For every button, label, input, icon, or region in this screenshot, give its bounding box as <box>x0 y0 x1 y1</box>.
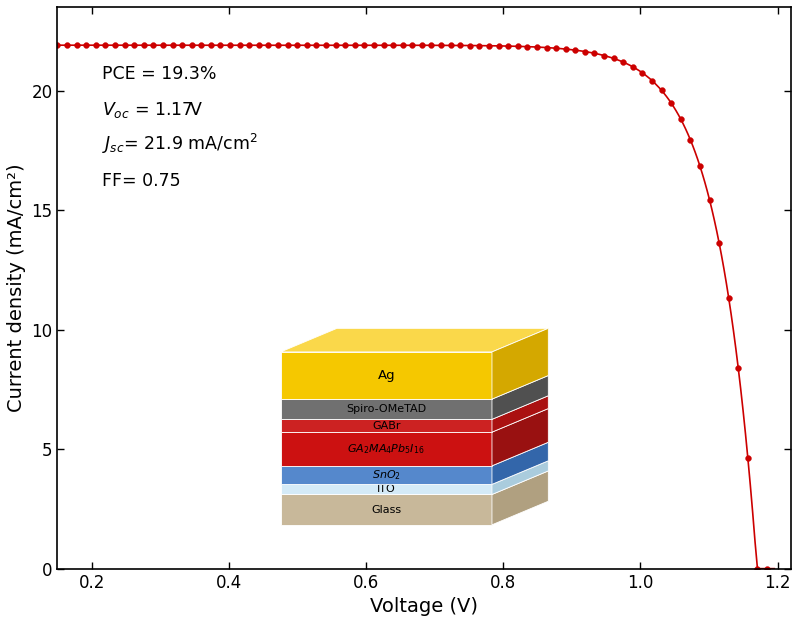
X-axis label: Voltage (V): Voltage (V) <box>370 597 478 616</box>
Text: FF= 0.75: FF= 0.75 <box>102 172 181 190</box>
Text: $J_{sc}$= 21.9 mA/cm$^2$: $J_{sc}$= 21.9 mA/cm$^2$ <box>102 132 258 156</box>
Text: PCE = 19.3%: PCE = 19.3% <box>102 65 217 83</box>
Text: $V_{oc}$ = 1.17V: $V_{oc}$ = 1.17V <box>102 100 204 120</box>
Y-axis label: Current density (mA/cm²): Current density (mA/cm²) <box>7 163 26 412</box>
